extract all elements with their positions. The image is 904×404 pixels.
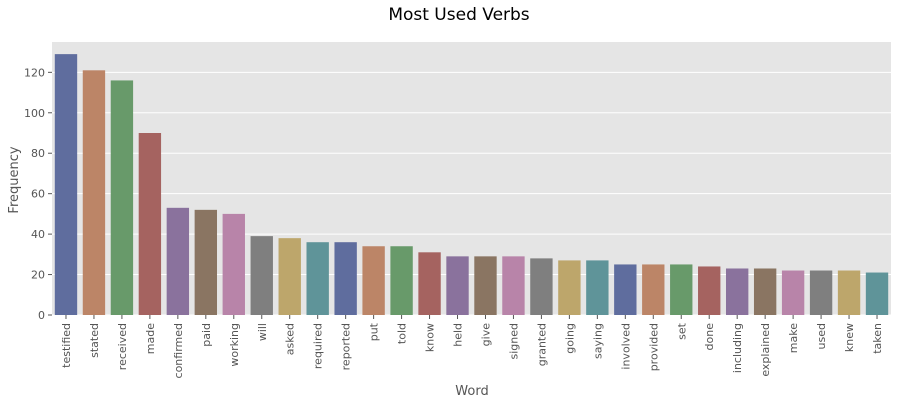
y-axis-ticks: 0 20 40 60 80 100 120 (24, 66, 52, 322)
x-tick-label-confirmed: confirmed (172, 323, 185, 378)
x-tick-label-put: put (368, 322, 381, 341)
bar-provided (642, 264, 665, 315)
bar-required (306, 242, 329, 315)
x-tick-label-make: make (787, 323, 800, 353)
bar-give (474, 256, 497, 315)
x-tick-label-held: held (452, 323, 465, 347)
x-tick-label-give: give (479, 323, 492, 347)
x-tick-label-made: made (144, 323, 157, 354)
x-tick-label-taken: taken (871, 323, 884, 354)
x-tick-label-will: will (256, 323, 269, 341)
bar-going (558, 260, 581, 315)
y-axis-label: Frequency (7, 146, 22, 213)
x-tick-label-provided: provided (647, 323, 660, 371)
x-tick-label-told: told (396, 323, 409, 344)
bar-confirmed (166, 207, 190, 315)
x-tick-label-granted: granted (535, 323, 548, 366)
x-tick-label-working: working (228, 323, 241, 367)
bar-done (698, 266, 721, 315)
x-tick-label-stated: stated (88, 323, 101, 358)
x-tick-label-required: required (312, 323, 325, 369)
bar-told (390, 246, 413, 315)
x-tick-label-testified: testified (60, 323, 73, 368)
x-tick-label-done: done (703, 323, 716, 351)
x-tick-label-received: received (116, 323, 129, 370)
y-tick-label: 0 (38, 309, 45, 322)
x-tick-label-set: set (675, 322, 688, 339)
x-tick-label-asked: asked (284, 323, 297, 355)
bar-reported (334, 242, 357, 315)
bar-make (781, 270, 805, 315)
bar-stated (82, 70, 106, 315)
y-tick-label: 80 (31, 147, 45, 160)
x-tick-label-including: including (731, 323, 744, 373)
x-tick-label-know: know (424, 323, 437, 352)
bar-granted (530, 258, 553, 315)
bar-saying (586, 260, 609, 315)
x-tick-label-paid: paid (200, 323, 213, 347)
x-tick-label-knew: knew (843, 323, 856, 352)
bar-explained (753, 268, 777, 315)
bar-put (362, 246, 385, 315)
gridlines (52, 71, 891, 316)
bar-set (670, 264, 693, 315)
bars (54, 54, 889, 316)
bar-including (725, 268, 749, 315)
x-axis-ticks: testified stated received made confirmed paid… (60, 315, 884, 378)
y-tick-label: 100 (24, 107, 45, 120)
chart-title: Most Used Verbs (388, 5, 529, 25)
x-tick-label-involved: involved (619, 323, 632, 370)
bar-taken (865, 272, 889, 315)
bar-knew (837, 270, 861, 315)
bar-used (809, 270, 833, 315)
x-tick-label-reported: reported (340, 323, 353, 370)
bar-involved (614, 264, 637, 315)
bar-received (110, 80, 134, 315)
x-tick-label-signed: signed (507, 323, 520, 360)
x-tick-label-explained: explained (759, 323, 772, 377)
bar-asked (278, 238, 301, 315)
bar-know (418, 252, 441, 315)
bar-made (138, 133, 162, 315)
y-tick-label: 60 (31, 188, 45, 201)
y-tick-label: 120 (24, 66, 45, 79)
bar-working (222, 213, 245, 315)
x-axis-label: Word (455, 384, 488, 399)
bar-signed (502, 256, 525, 315)
y-tick-label: 20 (31, 269, 45, 282)
bar-will (250, 236, 273, 315)
bar-held (446, 256, 469, 315)
bar-paid (194, 209, 218, 315)
x-tick-label-used: used (815, 323, 828, 349)
x-tick-label-saying: saying (591, 323, 604, 359)
bar-testified (54, 54, 78, 316)
plot-area (52, 42, 891, 315)
x-tick-label-going: going (563, 323, 576, 354)
y-tick-label: 40 (31, 228, 45, 241)
